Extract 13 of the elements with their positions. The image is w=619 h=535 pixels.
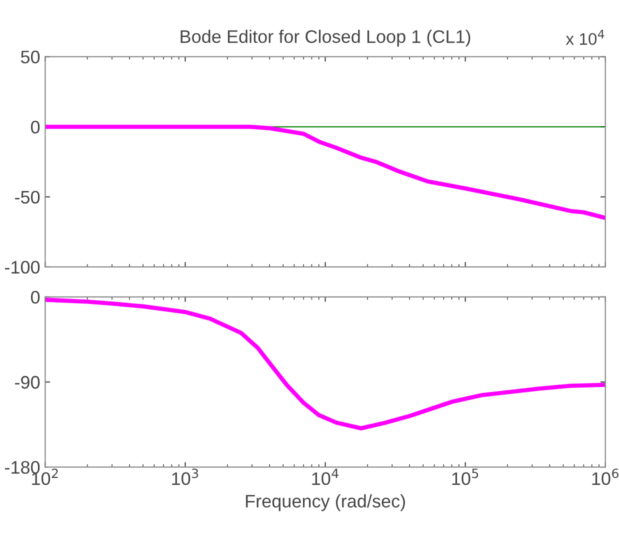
chart-title: Bode Editor for Closed Loop 1 (CL1) [180, 30, 470, 47]
x-tick-label: 10$^{5}$ [452, 468, 478, 486]
y-tick-label: 50 [20, 50, 40, 64]
y-tick-label: -50 [15, 190, 40, 204]
y-tick-label: -90 [15, 376, 40, 389]
y-tick-label: 0 [30, 120, 40, 134]
x-tick-label: 10$^{3}$ [172, 468, 198, 486]
x-tick-label: 10$^{6}$ [592, 468, 618, 486]
x-axis-title: Frequency (rad/sec) [246, 494, 405, 512]
y-tick-label: -100 [4, 260, 40, 274]
x-tick-label: 10$^{4}$ [312, 468, 338, 486]
text: x 10$^{4}$ [566, 30, 604, 45]
y-tick-label: 0 [30, 290, 40, 304]
